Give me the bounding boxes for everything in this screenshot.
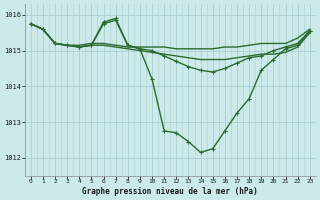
- X-axis label: Graphe pression niveau de la mer (hPa): Graphe pression niveau de la mer (hPa): [82, 187, 258, 196]
